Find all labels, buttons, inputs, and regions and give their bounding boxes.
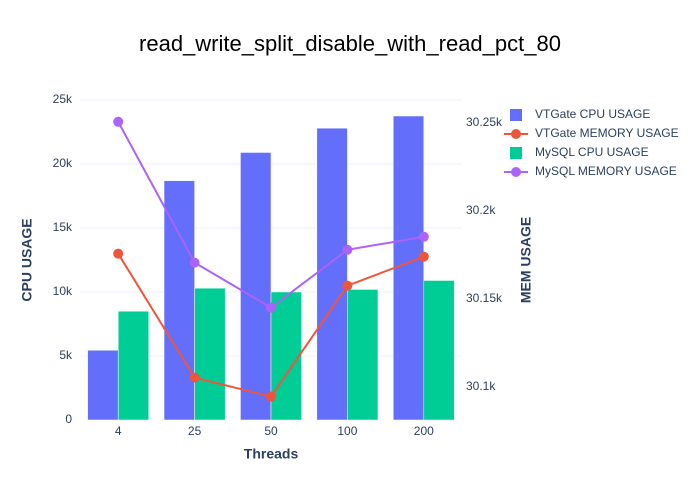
y2-axis-title: MEM USAGE — [518, 217, 534, 303]
legend-label: VTGate CPU USAGE — [535, 107, 650, 121]
legend-label: MySQL MEMORY USAGE — [535, 164, 677, 178]
bar — [393, 116, 424, 420]
point — [342, 245, 352, 255]
legend-swatch — [510, 147, 522, 159]
bar — [195, 288, 226, 420]
point — [419, 232, 429, 242]
legend-swatch — [511, 167, 521, 177]
y2-tick-label: 30.15k — [466, 291, 503, 305]
bar — [347, 289, 378, 420]
bar — [240, 152, 271, 420]
y2-tick-label: 30.2k — [466, 203, 496, 217]
x-tick-label: 100 — [337, 424, 357, 438]
y-tick-label: 25k — [53, 92, 73, 106]
bar — [317, 128, 348, 420]
y2-tick-label: 30.25k — [466, 115, 503, 129]
x-tick-label: 25 — [188, 424, 202, 438]
x-tick-label: 50 — [264, 424, 278, 438]
x-axis-title: Threads — [244, 446, 299, 462]
point — [419, 252, 429, 262]
point — [113, 249, 123, 259]
y2-tick-label: 30.1k — [466, 379, 496, 393]
point — [190, 258, 200, 268]
y-axis-title: CPU USAGE — [19, 218, 35, 301]
y-tick-label: 10k — [53, 284, 73, 298]
y-tick-label: 0 — [65, 412, 72, 426]
bar — [424, 280, 455, 420]
y-tick-label: 20k — [53, 156, 73, 170]
x-tick-label: 4 — [115, 424, 122, 438]
chart-title: read_write_split_disable_with_read_pct_8… — [139, 31, 561, 56]
legend-swatch — [511, 129, 521, 139]
point — [266, 392, 276, 402]
legend-swatch — [510, 109, 522, 121]
x-tick-label: 200 — [414, 424, 434, 438]
legend-label: MySQL CPU USAGE — [535, 145, 649, 159]
point — [266, 303, 276, 313]
point — [190, 373, 200, 383]
legend-label: VTGate MEMORY USAGE — [535, 126, 679, 140]
bar — [118, 311, 149, 420]
point — [342, 281, 352, 291]
point — [113, 117, 123, 127]
y-tick-label: 5k — [59, 348, 73, 362]
y-tick-label: 15k — [53, 220, 73, 234]
bar — [88, 350, 119, 420]
bar — [271, 292, 302, 420]
